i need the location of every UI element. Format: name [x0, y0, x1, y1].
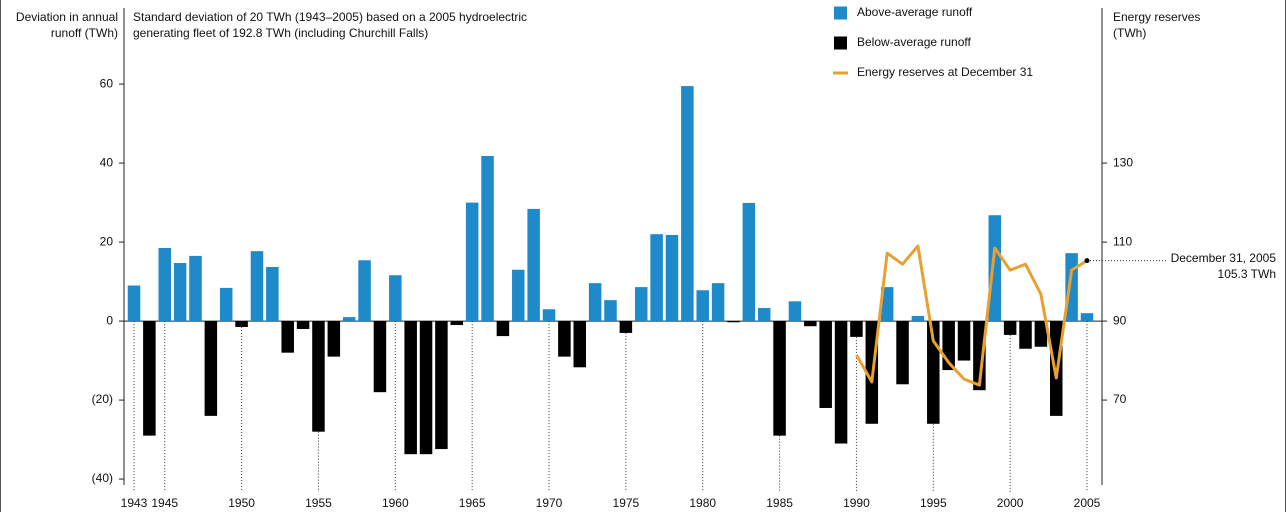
bar: [957, 321, 971, 361]
legend-label: Energy reserves at December 31: [857, 65, 1033, 79]
bar: [834, 321, 848, 444]
bar: [542, 309, 556, 322]
bar: [219, 287, 233, 322]
bar: [634, 287, 648, 322]
bar: [281, 321, 294, 353]
bar: [404, 321, 417, 455]
y-axis-title: runoff (TWh): [51, 26, 118, 40]
bar: [296, 321, 310, 329]
y-tick-label: 0: [106, 313, 113, 327]
bar: [358, 260, 371, 322]
bar: [819, 321, 832, 408]
bar: [512, 269, 525, 322]
x-tick-label: 1975: [613, 496, 640, 510]
bar: [312, 321, 325, 432]
bar: [389, 275, 402, 322]
y2-axis-title: (TWh): [1113, 26, 1146, 40]
x-tick-label: 1980: [689, 496, 716, 510]
bar: [804, 321, 817, 327]
y-tick-label: (40): [92, 471, 113, 485]
subtitle: Standard deviation of 20 TWh (1943–2005)…: [133, 10, 527, 24]
legend-swatch: [834, 6, 847, 20]
x-tick-label: 1945: [151, 496, 178, 510]
x-tick-label: 1990: [843, 496, 870, 510]
bar: [173, 263, 187, 322]
y2-tick-label: 70: [1113, 392, 1127, 406]
x-tick-label: 1943: [121, 496, 148, 510]
bar: [558, 321, 571, 357]
bar: [911, 315, 925, 322]
line: [855, 244, 1088, 387]
bar: [496, 321, 510, 337]
annotation: 105.3 TWh: [1218, 267, 1276, 281]
end-point: [1084, 258, 1090, 264]
y-tick-label: 60: [100, 76, 114, 90]
y2-tick-label: 90: [1113, 313, 1127, 327]
y-axis-title: Deviation in annual: [16, 10, 118, 24]
bar: [988, 215, 1002, 322]
bar: [527, 208, 540, 322]
annotation: December 31, 2005: [1171, 251, 1277, 265]
bar: [419, 321, 433, 455]
bar: [880, 287, 894, 322]
bar: [588, 283, 602, 322]
y2-tick-label: 110: [1113, 234, 1132, 248]
bar: [711, 283, 725, 322]
bar: [604, 300, 617, 322]
bar: [619, 321, 633, 333]
bar: [1034, 321, 1048, 347]
x-tick-label: 1960: [382, 496, 409, 510]
bar: [1065, 253, 1078, 322]
y2-tick-label: 130: [1113, 155, 1133, 169]
x-tick-label: 1985: [766, 496, 793, 510]
bar: [1003, 321, 1017, 335]
bar: [1019, 321, 1032, 349]
y-tick-label: (20): [92, 392, 113, 406]
legend-swatch: [834, 36, 847, 50]
legend-label: Below-average runoff: [857, 35, 972, 49]
bar: [481, 155, 494, 322]
bar: [665, 234, 679, 322]
x-tick-label: 1950: [228, 496, 255, 510]
bar: [235, 321, 248, 328]
y2-axis-title: Energy reserves: [1113, 10, 1200, 24]
bar: [850, 321, 863, 337]
bar: [696, 290, 709, 322]
x-tick-label: 1970: [536, 496, 563, 510]
bar: [189, 255, 202, 322]
x-tick-label: 1995: [920, 496, 947, 510]
bar: [158, 248, 171, 322]
bar: [896, 321, 909, 385]
bar: [773, 321, 786, 436]
bar: [450, 321, 464, 326]
x-tick-label: 1955: [305, 496, 332, 510]
bar: [342, 317, 356, 322]
bar: [788, 301, 802, 322]
bar: [250, 251, 264, 322]
bar: [742, 202, 756, 322]
bar: [973, 321, 986, 391]
bar: [681, 86, 694, 322]
y-tick-label: 20: [100, 234, 114, 248]
bar: [465, 202, 479, 322]
bar: [373, 321, 387, 393]
bar: [327, 321, 341, 357]
bar: [435, 321, 448, 450]
bar: [650, 234, 663, 322]
bar: [573, 321, 587, 368]
x-tick-label: 2000: [997, 496, 1024, 510]
legend-label: Above-average runoff: [857, 5, 973, 19]
bar: [757, 308, 771, 322]
bar: [143, 321, 156, 436]
y-tick-label: 40: [100, 155, 114, 169]
x-tick-label: 2005: [1074, 496, 1101, 510]
x-tick-label: 1965: [459, 496, 486, 510]
bar: [204, 321, 218, 416]
bar: [127, 285, 141, 322]
bar: [1080, 313, 1094, 322]
bar: [266, 266, 279, 322]
subtitle: generating fleet of 192.8 TWh (including…: [133, 26, 428, 40]
bar: [727, 321, 740, 323]
